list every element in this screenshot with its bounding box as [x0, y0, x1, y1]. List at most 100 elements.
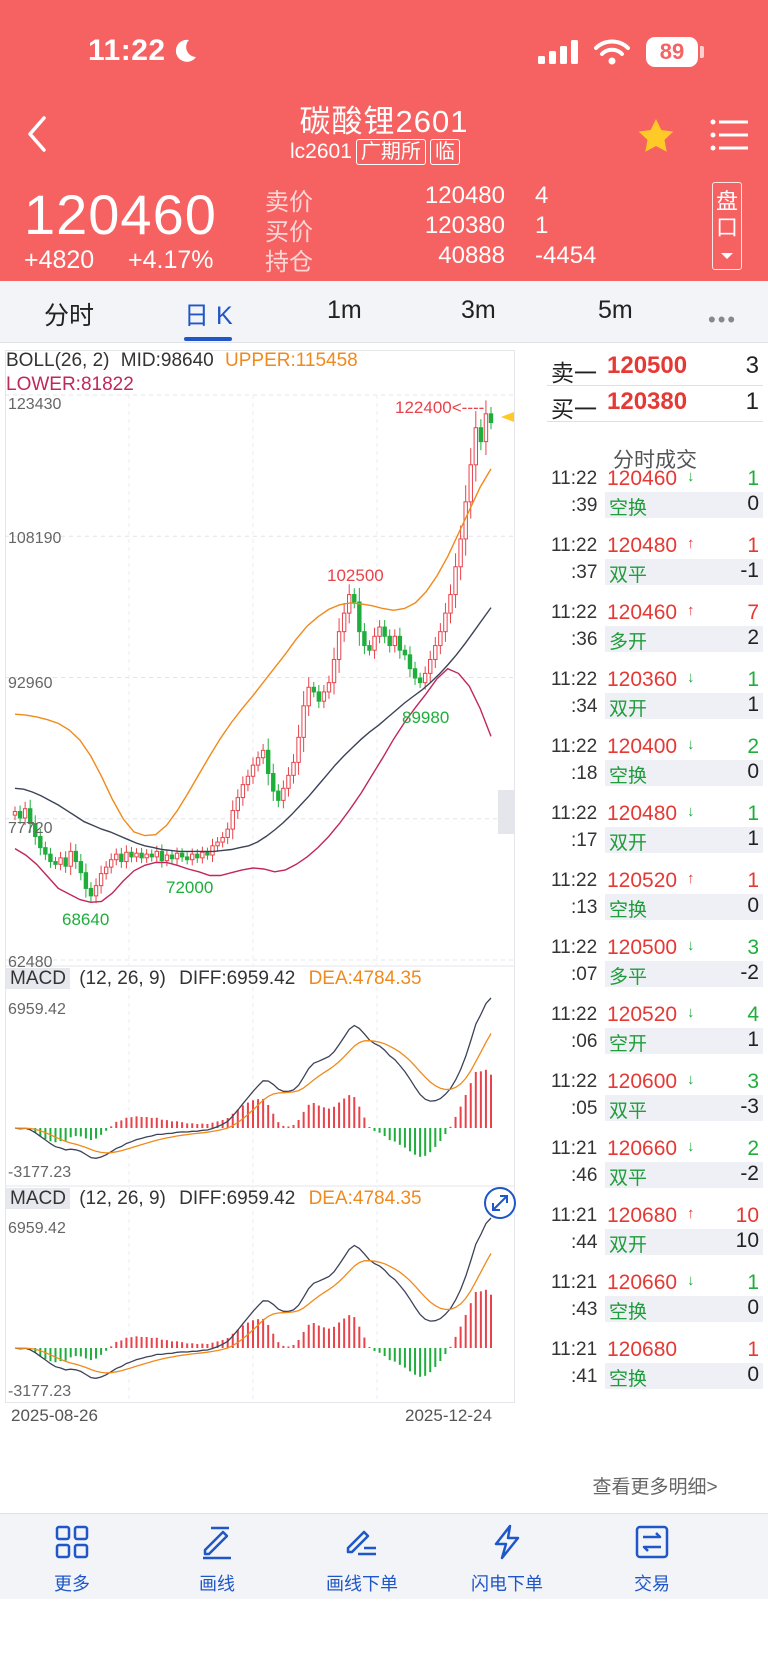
candle-body	[58, 857, 63, 865]
pankou-button[interactable]: 盘口	[712, 182, 742, 270]
contract-subtitle: lc2601 广期所 临	[290, 137, 460, 167]
tab-intraday[interactable]: 分时	[44, 302, 95, 330]
nav-trade[interactable]: 交易	[602, 1514, 702, 1600]
tick-row[interactable]: 11:22:17 120480 ↓ 1 双开 1	[547, 802, 763, 874]
quote-ask: 卖价 120480 4	[265, 182, 665, 216]
candle-body	[109, 859, 114, 868]
candle-body	[412, 668, 418, 679]
candle-body	[78, 861, 84, 874]
candle-body	[448, 594, 453, 614]
candle-body	[291, 761, 296, 776]
tick-row[interactable]: 11:21:43 120660 ↓ 1 空换 0	[547, 1271, 763, 1343]
ask-row[interactable]: 卖一 120500 3	[547, 350, 763, 386]
tick-row[interactable]: 11:22:34 120360 ↓ 1 双开 1	[547, 668, 763, 740]
tick-band	[605, 626, 763, 652]
tick-time: 11:22	[551, 468, 598, 489]
favorite-star-icon[interactable]	[636, 116, 676, 156]
view-more-link[interactable]: 查看更多明细>	[592, 1477, 718, 1498]
tick-row[interactable]: 11:22:05 120600 ↓ 3 双平 -3	[547, 1070, 763, 1142]
tab-5m[interactable]: 5m	[598, 296, 633, 324]
macd-legend: MACD (12, 26, 9) DIFF:6959.42 DEA:4784.3…	[6, 1188, 422, 1210]
tick-band	[605, 1028, 763, 1054]
macd-bottom-label: -3177.23	[8, 1164, 72, 1181]
side-handle	[498, 790, 514, 834]
tick-type: 多平	[609, 967, 648, 988]
candle-body	[245, 775, 251, 786]
quote-value: 120380	[424, 212, 505, 239]
tick-row[interactable]: 11:22:37 120480 ↑ 1 双平 -1	[547, 534, 763, 606]
candle-body	[22, 808, 28, 819]
tick-direction-icon: ↑	[687, 1205, 695, 1222]
candle-body	[103, 866, 109, 875]
tick-price: 120400	[607, 735, 678, 758]
macd-params: (12, 26, 9)	[79, 1188, 166, 1209]
candle-body	[225, 828, 230, 838]
price-tick-label: 77720	[8, 820, 53, 837]
tick-price: 120480	[607, 802, 678, 825]
candle-body	[190, 853, 195, 861]
tick-seconds: :36	[571, 629, 598, 650]
nav-draw-order[interactable]: 画线下单	[312, 1514, 412, 1600]
quote-value2: -4454	[535, 242, 597, 269]
tick-row[interactable]: 11:21:44 120680 ↑ 10 双开 10	[547, 1204, 763, 1276]
kline-chart-svg[interactable]	[5, 350, 545, 1513]
tick-band	[605, 1229, 763, 1255]
back-icon[interactable]	[22, 114, 52, 154]
candle-body	[83, 872, 89, 889]
candle-body	[321, 691, 327, 702]
more-dots-icon[interactable]: •••	[708, 307, 738, 332]
candle-body	[139, 852, 144, 859]
tick-direction-icon: ↓	[687, 1272, 695, 1289]
candle-body	[210, 845, 215, 856]
tick-price: 120660	[607, 1271, 678, 1294]
trade-icon	[635, 1525, 669, 1559]
tab-3m[interactable]: 3m	[461, 296, 496, 324]
candle-body	[27, 808, 33, 825]
candle-body	[63, 857, 68, 867]
candle-body	[43, 847, 48, 855]
tick-oi-change: 10	[735, 1229, 759, 1252]
status-time: 11:22	[88, 34, 166, 67]
quote-label: 持仓	[265, 249, 313, 276]
tick-row[interactable]: 11:22:06 120520 ↓ 4 空开 1	[547, 1003, 763, 1075]
macd-params: (12, 26, 9)	[79, 968, 166, 989]
tick-type: 双开	[609, 699, 648, 720]
candle-body	[240, 784, 246, 799]
tick-price: 120480	[607, 534, 678, 557]
candle-body	[250, 764, 256, 777]
tick-time: 11:22	[551, 736, 598, 757]
tick-row[interactable]: 11:22:36 120460 ↑ 7 多开 2	[547, 601, 763, 673]
candle-body	[483, 413, 489, 443]
tab-daily-k[interactable]: 日 K	[184, 302, 233, 330]
tick-row[interactable]: 11:22:18 120400 ↓ 2 空换 0	[547, 735, 763, 807]
ask-price: 120500	[607, 352, 688, 379]
tab-1m[interactable]: 1m	[327, 296, 362, 324]
tick-row[interactable]: 11:21:46 120660 ↓ 2 双平 -2	[547, 1137, 763, 1209]
tick-oi-change: 1	[747, 827, 759, 850]
tick-row[interactable]: 11:21:41 120680 1 空换 0	[547, 1338, 763, 1410]
tick-row[interactable]: 11:22:07 120500 ↓ 3 多平 -2	[547, 936, 763, 1008]
tick-row[interactable]: 11:22:39 120460 ↓ 1 空换 0	[547, 467, 763, 539]
menu-list-icon[interactable]	[710, 118, 748, 152]
bid-row[interactable]: 买一 120380 1	[547, 386, 763, 422]
nav-flash-order[interactable]: 闪电下单	[457, 1514, 557, 1600]
kline-chart-area[interactable]: BOLL(26, 2) MID:98640 UPPER:115458 LOWER…	[5, 350, 545, 1513]
tick-price: 120520	[607, 869, 678, 892]
macd-top-label: 6959.42	[8, 1220, 66, 1237]
candle-body	[478, 427, 484, 443]
candle-body	[286, 774, 291, 789]
macd-diff-line	[14, 997, 492, 1159]
tick-oi-change: 2	[747, 626, 759, 649]
tick-band	[605, 1363, 763, 1389]
tick-row[interactable]: 11:22:13 120520 ↑ 1 空换 0	[547, 869, 763, 941]
tick-time: 11:22	[551, 535, 598, 556]
quote-bid: 买价 120380 1	[265, 212, 665, 246]
candle-body	[260, 749, 266, 759]
wifi-icon	[594, 39, 630, 65]
nav-more[interactable]: 更多	[22, 1514, 122, 1600]
tick-volume: 1	[747, 534, 759, 557]
ask-qty: 3	[745, 352, 759, 379]
nav-draw-line[interactable]: 画线	[167, 1514, 267, 1600]
expand-icon[interactable]	[483, 1186, 517, 1220]
order-book-panel: 卖一 120500 3 买一 120380 1 分时成交 11:22:39 120…	[547, 350, 763, 1513]
